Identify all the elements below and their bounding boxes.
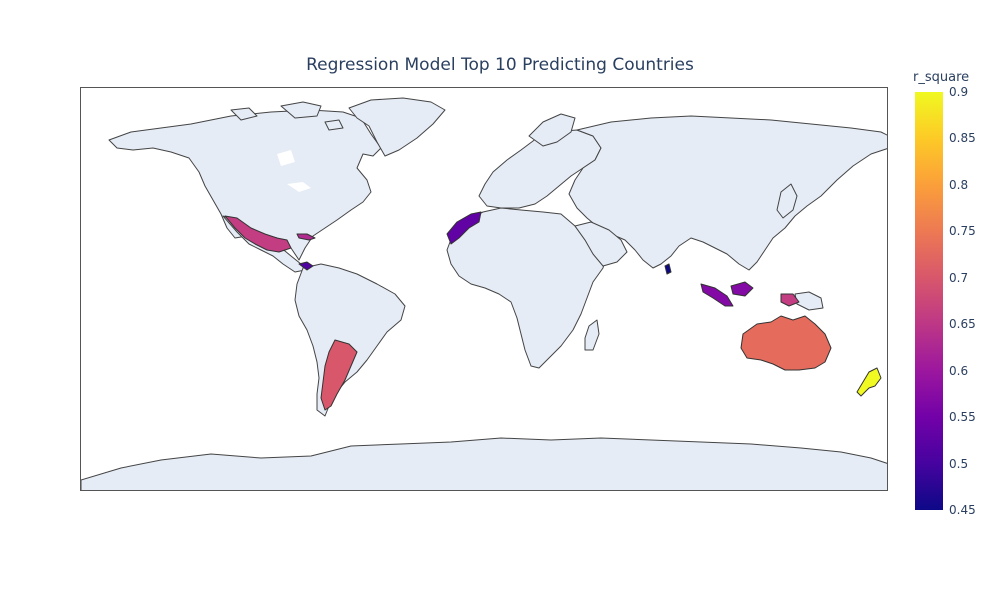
colorbar-title: r_square xyxy=(913,70,970,85)
colorbar-tick-label: 0.5 xyxy=(949,456,969,471)
region-argentina[interactable] xyxy=(320,339,358,411)
chart-title: Regression Model Top 10 Predicting Count… xyxy=(306,55,694,75)
colorbar-tick-label: 0.45 xyxy=(949,503,976,517)
region-australia[interactable] xyxy=(740,315,832,371)
region-papua-new-guinea[interactable] xyxy=(780,293,800,307)
land-north-america xyxy=(108,109,382,261)
colorbar-tick-label: 0.6 xyxy=(949,363,969,378)
region-morocco[interactable] xyxy=(446,211,482,245)
lake-hudson xyxy=(277,150,295,166)
land-antarctica xyxy=(81,437,887,490)
colorbar-tick-label: 0.9 xyxy=(949,85,969,99)
land-masses xyxy=(81,97,887,490)
land-arabia xyxy=(574,221,628,267)
land-greenland xyxy=(348,97,446,157)
region-cuba[interactable] xyxy=(296,233,316,241)
colorbar-tick-label: 0.75 xyxy=(949,224,976,239)
colorbar-tick-label: 0.7 xyxy=(949,270,969,285)
world-map[interactable] xyxy=(80,87,888,491)
lake-great-lakes xyxy=(287,182,311,192)
land-asia xyxy=(568,115,887,271)
colorbar-tick-label: 0.55 xyxy=(949,410,976,425)
land-scandinavia xyxy=(528,113,576,147)
region-panama[interactable] xyxy=(298,261,314,271)
land-arctic-islands xyxy=(230,101,344,131)
colorbar xyxy=(915,92,943,510)
colorbar-tick-label: 0.65 xyxy=(949,317,976,332)
region-sri-lanka[interactable] xyxy=(664,263,672,275)
land-japan xyxy=(776,183,798,219)
land-papua xyxy=(794,291,824,311)
land-africa xyxy=(446,207,608,369)
colorbar-tick-label: 0.8 xyxy=(949,177,969,192)
land-madagascar xyxy=(584,319,600,351)
region-new-zealand[interactable] xyxy=(856,367,882,397)
region-indonesia[interactable] xyxy=(700,281,754,307)
region-mexico[interactable] xyxy=(224,215,292,253)
highlighted-countries[interactable] xyxy=(224,211,882,411)
colorbar-tick-label: 0.85 xyxy=(949,131,976,146)
land-south-america xyxy=(294,263,406,417)
